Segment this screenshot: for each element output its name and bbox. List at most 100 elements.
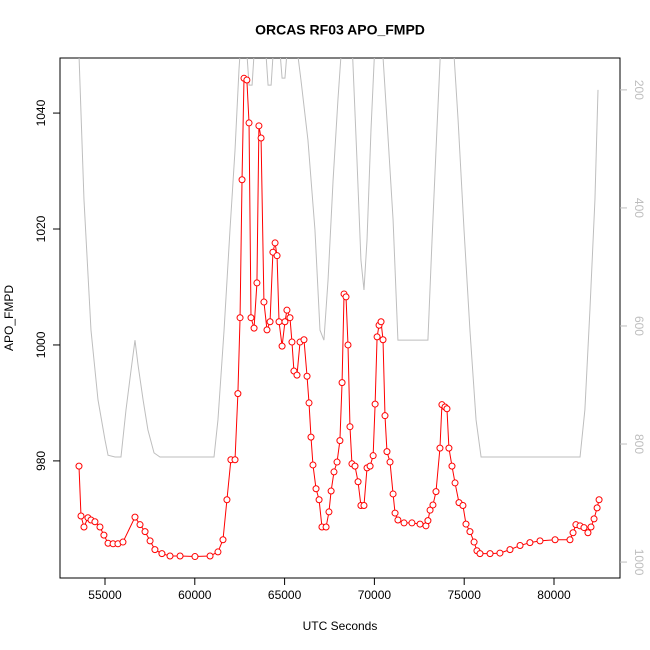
data-point	[77, 512, 85, 520]
data-point	[448, 462, 456, 470]
data-point	[176, 552, 184, 560]
y2-tick-label: 200	[632, 80, 646, 100]
x-tick-label: 75000	[448, 588, 482, 602]
data-point	[234, 390, 242, 398]
data-point	[476, 550, 484, 558]
data-point	[566, 536, 574, 544]
data-point	[426, 506, 434, 514]
data-point	[257, 134, 265, 142]
data-point	[96, 523, 104, 531]
data-point	[466, 528, 474, 536]
data-point	[379, 336, 387, 344]
data-point	[432, 488, 440, 496]
data-point	[315, 496, 323, 504]
data-point	[136, 521, 144, 529]
data-point	[429, 501, 437, 509]
data-point	[300, 336, 308, 344]
x-axis-label: UTC Seconds	[303, 619, 378, 633]
data-point	[383, 448, 391, 456]
data-point	[231, 456, 239, 464]
data-point	[451, 479, 459, 487]
data-point	[590, 515, 598, 523]
data-point	[416, 520, 424, 528]
data-point	[166, 552, 174, 560]
data-point	[303, 372, 311, 380]
data-point	[309, 461, 317, 469]
data-point	[80, 523, 88, 531]
series-line	[78, 58, 599, 458]
data-point	[327, 487, 335, 495]
data-point	[245, 119, 253, 127]
y2-tick-label: 800	[632, 434, 646, 454]
data-point	[381, 412, 389, 420]
data-point	[470, 538, 478, 546]
data-point	[351, 462, 359, 470]
data-point	[516, 542, 524, 550]
data-point	[271, 239, 279, 247]
x-tick-label: 55000	[88, 588, 122, 602]
data-point	[593, 504, 601, 512]
data-point	[354, 478, 362, 486]
data-point	[360, 502, 368, 510]
data-point	[219, 536, 227, 544]
data-point	[346, 423, 354, 431]
data-point	[394, 516, 402, 524]
data-point	[424, 517, 432, 525]
data-point	[238, 176, 246, 184]
data-point	[275, 318, 283, 326]
y-tick-label: 1020	[34, 215, 48, 242]
data-point	[131, 513, 139, 521]
data-point	[288, 338, 296, 346]
data-point	[377, 318, 385, 326]
data-point	[266, 318, 274, 326]
data-point	[391, 509, 399, 517]
data-point	[75, 462, 83, 470]
data-point	[462, 520, 470, 528]
data-point	[336, 437, 344, 445]
y-tick-label: 1040	[34, 99, 48, 126]
data-point	[344, 341, 352, 349]
data-point	[330, 468, 338, 476]
x-tick-label: 80000	[537, 588, 571, 602]
y2-tick-label: 1000	[632, 549, 646, 576]
data-point	[260, 298, 268, 306]
data-point	[580, 524, 588, 532]
data-point	[386, 458, 394, 466]
data-point	[506, 546, 514, 554]
y2-tick-label: 400	[632, 198, 646, 218]
data-point	[312, 485, 320, 493]
data-point	[389, 490, 397, 498]
data-point	[459, 502, 467, 510]
data-point	[496, 549, 504, 557]
data-point	[119, 538, 127, 546]
data-point	[322, 523, 330, 531]
data-point	[293, 371, 301, 379]
data-point	[281, 318, 289, 326]
data-point	[250, 324, 258, 332]
data-point	[191, 553, 199, 561]
data-point	[443, 405, 451, 413]
data-point	[436, 444, 444, 452]
data-point	[569, 529, 577, 537]
y2-tick-label: 600	[632, 316, 646, 336]
data-point	[91, 518, 99, 526]
y-tick-label: 1000	[34, 331, 48, 358]
data-point	[305, 399, 313, 407]
data-point	[278, 342, 286, 350]
data-point	[307, 433, 315, 441]
data-point	[584, 529, 592, 537]
data-point	[255, 122, 263, 130]
data-point	[369, 452, 377, 460]
data-point	[551, 536, 559, 544]
data-point	[408, 519, 416, 527]
plot-area	[75, 58, 603, 561]
data-point	[158, 550, 166, 558]
data-point	[243, 76, 251, 84]
data-point	[400, 519, 408, 527]
data-point	[333, 458, 341, 466]
plot-frame	[59, 57, 621, 579]
data-point	[141, 528, 149, 536]
data-point	[214, 548, 222, 556]
data-point	[338, 379, 346, 387]
